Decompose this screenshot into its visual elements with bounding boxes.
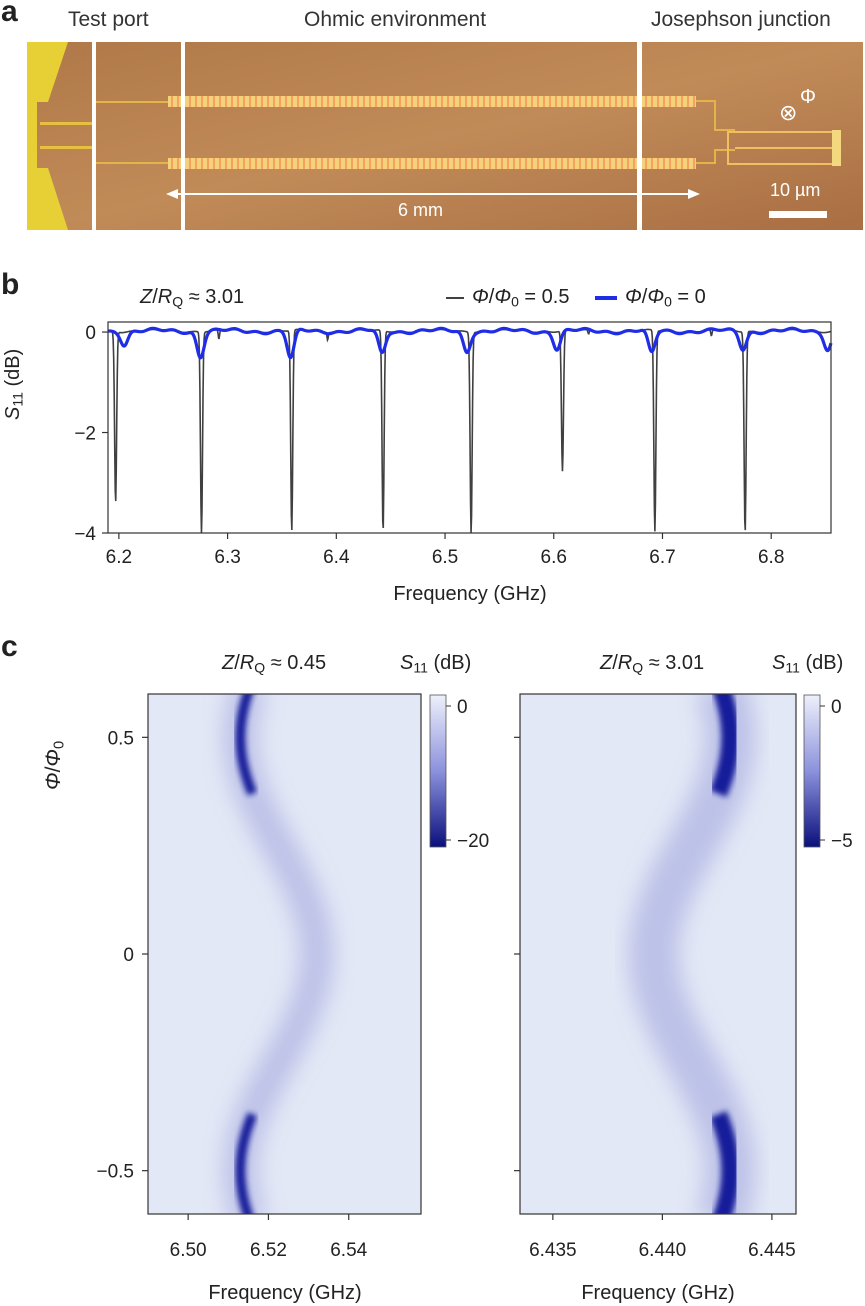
y-tick-label-b: −4 xyxy=(74,524,96,545)
y-tick-label-b: 0 xyxy=(85,323,96,344)
transmission-line-top xyxy=(168,96,696,107)
z-ratio-c-right-value: ≈ 3.01 xyxy=(648,652,705,674)
x-tick-label-b: 6.6 xyxy=(541,547,567,568)
x-tick-label-c: 6.54 xyxy=(330,1240,367,1261)
port-pad-bottom xyxy=(27,168,68,230)
flux-heatmaps: 0 −20 0 −5 0.5 0 −0.5 6.50 6.52 6.54 6.435 6.… xyxy=(96,693,853,1304)
flux-label: Φ xyxy=(800,86,816,108)
colorbar-right-tick-1: −5 xyxy=(831,831,853,852)
x-tick-label-b: 6.3 xyxy=(214,547,240,568)
x-tick-label-b: 6.2 xyxy=(106,547,132,568)
header-josephson-junction: Josephson junction xyxy=(651,8,831,31)
colorbar-left-tick-1: −20 xyxy=(457,831,489,852)
panel-a-label: a xyxy=(1,0,18,28)
colorbar-left xyxy=(429,694,447,848)
legend-half-flux-value: = 0.5 xyxy=(524,286,570,308)
series-zero-flux-line xyxy=(107,326,833,360)
micrograph-background xyxy=(27,42,863,230)
y-tick-label-c: 0.5 xyxy=(108,728,134,749)
colorbar-right xyxy=(803,694,821,848)
transmission-line-bottom xyxy=(168,158,696,169)
z-ratio-c-left-value: ≈ 0.45 xyxy=(270,652,327,674)
y-tick-label-c: −0.5 xyxy=(96,1162,134,1183)
scale-bar xyxy=(769,211,827,218)
heatmap-left-dark-bottom xyxy=(235,1112,258,1214)
x-axis-label-c-right: Frequency (GHz) xyxy=(581,1282,734,1304)
divider-1 xyxy=(92,42,96,230)
z-ratio-c-right: Z/RQ ≈ 3.01 xyxy=(600,652,705,676)
x-tick-label-c: 6.50 xyxy=(170,1240,207,1261)
heatmap-right-dark-bottom xyxy=(709,1110,740,1214)
heatmap-left-dark-top xyxy=(235,694,258,796)
colorbar-left-tick-0: 0 xyxy=(457,697,468,718)
colorbar-right-tick-0: 0 xyxy=(831,697,842,718)
legend-swatch-grey xyxy=(446,296,464,299)
x-tick-label-b: 6.5 xyxy=(432,547,458,568)
colorbar-title-right: S11 (dB) xyxy=(772,652,844,676)
header-ohmic-environment: Ohmic environment xyxy=(304,8,487,31)
panel-c-label: c xyxy=(1,630,18,663)
x-tick-label-c: 6.440 xyxy=(639,1240,687,1261)
colorbar-title-left: S11 (dB) xyxy=(400,652,472,676)
legend-item-half-flux: Φ/Φ0 = 0.5 xyxy=(446,286,569,310)
series-half-flux-line xyxy=(107,328,832,533)
y-tick-label-c: 0 xyxy=(123,945,134,966)
legend-swatch-blue xyxy=(595,295,617,300)
x-tick-label-b: 6.7 xyxy=(649,547,675,568)
divider-2 xyxy=(181,42,185,230)
heatmap-right-dark-top xyxy=(709,694,740,798)
divider-3 xyxy=(637,42,642,230)
legend-zero-flux-value: = 0 xyxy=(677,286,706,308)
length-label: 6 mm xyxy=(398,200,443,220)
x-tick-label-b: 6.4 xyxy=(323,547,350,568)
y-tick-label-b: −2 xyxy=(74,424,96,445)
z-ratio-b-value: ≈ 3.01 xyxy=(188,286,245,308)
header-test-port: Test port xyxy=(68,8,149,31)
z-ratio-b: Z/RQ ≈ 3.01 xyxy=(140,286,245,310)
micrograph xyxy=(27,42,863,230)
chart-b-frame xyxy=(107,321,832,534)
x-axis-label-c-left: Frequency (GHz) xyxy=(208,1282,361,1304)
panel-b-label: b xyxy=(1,268,20,301)
scale-bar-label: 10 µm xyxy=(770,180,821,200)
s11-line-chart: 0 −2 −4 6.2 6.3 6.4 6.5 6.6 6.7 6.8 Frequency (G… xyxy=(74,321,833,605)
flux-into-page-icon: ⊗ xyxy=(779,100,798,125)
x-tick-label-c: 6.435 xyxy=(529,1240,577,1261)
x-tick-label-c: 6.52 xyxy=(250,1240,287,1261)
port-pad-top xyxy=(27,42,68,102)
y-axis-label-b: S11 (dB) xyxy=(2,348,26,420)
x-tick-label-c: 6.445 xyxy=(748,1240,796,1261)
legend-item-zero-flux: Φ/Φ0 = 0 xyxy=(595,286,706,310)
z-ratio-c-left: Z/RQ ≈ 0.45 xyxy=(222,652,327,676)
heatmap-left-background xyxy=(148,694,421,1214)
x-tick-label-b: 6.8 xyxy=(758,547,784,568)
x-axis-label-b: Frequency (GHz) xyxy=(393,583,546,605)
